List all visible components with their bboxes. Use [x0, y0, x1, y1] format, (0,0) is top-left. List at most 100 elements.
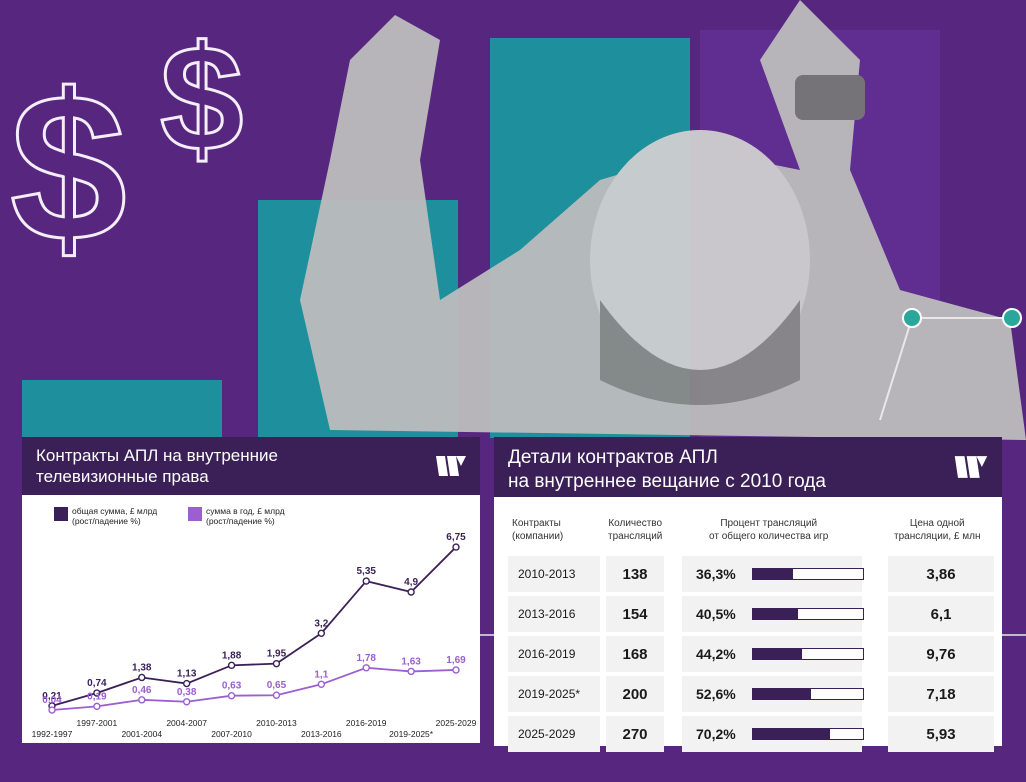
data-label: 0,63 [222, 681, 242, 692]
data-label: 6,75 [446, 532, 466, 543]
cell-percent: 52,6% [682, 676, 864, 712]
table-header-bar: Детали контрактов АПЛ на внутреннее веща… [494, 437, 1002, 497]
table-row: 2016-2019 168 44,2% 9,76 [502, 636, 994, 672]
percent-bar-fill [753, 729, 831, 739]
percent-label: 44,2% [696, 646, 736, 662]
column-header-period: Контракты (компании) [512, 518, 564, 542]
line-chart-title: Контракты АПЛ на внутренние телевизионны… [36, 446, 278, 486]
cell-price: 5,93 [888, 716, 994, 752]
line-chart-header: Контракты АПЛ на внутренние телевизионны… [22, 437, 480, 495]
data-point [272, 659, 281, 668]
line-chart: общая сумма, £ млрд (рост/падение %) сум… [32, 506, 477, 739]
x-tick-label: 2001-2004 [121, 729, 162, 739]
percent-bar [752, 688, 864, 700]
data-point [317, 629, 326, 637]
cell-percent: 36,3% [682, 556, 864, 592]
data-label: 4,9 [404, 577, 418, 588]
percent-bar-fill [753, 569, 793, 579]
data-label: 1,95 [267, 649, 287, 660]
data-point [272, 691, 281, 699]
data-label: 0,21 [42, 691, 62, 702]
data-label: 0,04 [42, 695, 62, 706]
x-tick-label: 2019-2025* [389, 729, 434, 739]
data-label: 0,74 [87, 678, 107, 689]
percent-label: 40,5% [696, 606, 736, 622]
coach-photo [300, 0, 1026, 440]
brand-logo-icon [436, 456, 466, 476]
data-label: 0,65 [267, 680, 287, 691]
svg-text:$: $ [160, 14, 243, 182]
x-tick-label: 2010-2013 [256, 718, 297, 728]
percent-bar [752, 648, 864, 660]
cell-price: 9,76 [888, 636, 994, 672]
column-header-price: Цена одной трансляции, £ млн [894, 518, 981, 542]
legend-swatch-total [54, 507, 68, 521]
legend-label-annual: сумма в год, £ млрд (рост/падение %) [206, 506, 287, 526]
brand-logo-icon [954, 456, 988, 478]
percent-bar-fill [753, 649, 802, 659]
cell-price: 7,18 [888, 676, 994, 712]
percent-label: 70,2% [696, 726, 736, 742]
data-label: 1,38 [132, 662, 152, 673]
x-tick-label: 2013-2016 [301, 729, 342, 739]
cell-count: 200 [606, 676, 664, 712]
data-label: 5,35 [356, 566, 376, 577]
dollar-sign-icon: $ [9, 49, 129, 287]
data-point [407, 667, 415, 676]
data-label: 0,38 [177, 687, 197, 698]
column-header-percent: Процент трансляций от общего количества … [709, 518, 829, 542]
column-header-count: Количество трансляций [608, 518, 663, 542]
series-line-total [51, 546, 457, 707]
cell-price: 6,1 [888, 596, 994, 632]
cell-price: 3,86 [888, 556, 994, 592]
data-label: 1,78 [356, 653, 376, 664]
cell-count: 154 [606, 596, 664, 632]
percent-label: 52,6% [696, 686, 736, 702]
data-label: 1,69 [446, 655, 466, 666]
x-tick-label: 2016-2019 [346, 718, 387, 728]
data-point [93, 702, 101, 711]
x-tick-label: 2007-2010 [211, 729, 252, 739]
data-point [227, 661, 236, 670]
series-line-annual [51, 666, 457, 711]
percent-bar [752, 728, 864, 740]
dollar-sign-icon: $ [159, 13, 245, 184]
cell-period: 2016-2019 [508, 636, 600, 672]
line-chart-panel: Контракты АПЛ на внутренние телевизионны… [22, 437, 480, 743]
legend-swatch-annual [188, 507, 202, 521]
table-title: Детали контрактов АПЛ на внутреннее веща… [508, 447, 826, 492]
table-row: 2025-2029 270 70,2% 5,93 [502, 716, 994, 752]
svg-text:$: $ [10, 50, 127, 285]
data-point [362, 577, 370, 585]
network-node [1002, 308, 1022, 328]
data-point [227, 691, 236, 700]
data-point [93, 689, 101, 697]
data-point [138, 673, 146, 682]
data-point [138, 696, 146, 704]
table-row: 2013-2016 154 40,5% 6,1 [502, 596, 994, 632]
cell-period: 2013-2016 [508, 596, 600, 632]
x-tick-label: 2025-2029 [436, 718, 477, 728]
percent-bar-fill [753, 689, 811, 699]
data-point [362, 664, 370, 672]
data-label: 1,13 [177, 669, 197, 680]
data-point [182, 679, 191, 688]
table-row: 2010-2013 138 36,3% 3,86 [502, 556, 994, 592]
cell-period: 2019-2025* [508, 676, 600, 712]
cell-count: 138 [606, 556, 664, 592]
percent-bar [752, 608, 864, 620]
table-row: 2019-2025* 200 52,6% 7,18 [502, 676, 994, 712]
x-tick-label: 2004-2007 [166, 718, 207, 728]
percent-bar [752, 568, 864, 580]
data-label: 0,46 [132, 685, 152, 696]
data-point [452, 543, 460, 551]
cell-percent: 44,2% [682, 636, 864, 672]
data-label: 1,63 [401, 656, 421, 667]
cell-period: 2010-2013 [508, 556, 600, 592]
data-label: 3,2 [314, 618, 328, 629]
percent-bar-fill [753, 609, 798, 619]
cell-period: 2025-2029 [508, 716, 600, 752]
cell-percent: 40,5% [682, 596, 864, 632]
legend-label-total: общая сумма, £ млрд (рост/падение %) [72, 506, 160, 526]
contracts-table-panel: Детали контрактов АПЛ на внутреннее веща… [494, 437, 1002, 752]
